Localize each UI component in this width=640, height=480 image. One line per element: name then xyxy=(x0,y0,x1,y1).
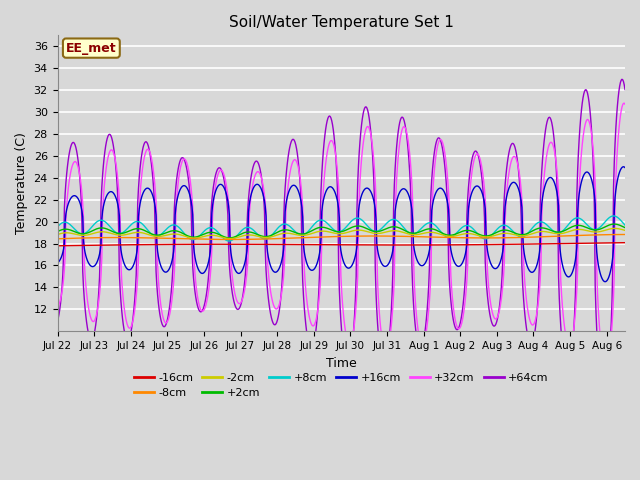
-16cm xyxy=(461,242,468,248)
+8cm xyxy=(296,232,304,238)
-2cm xyxy=(56,231,63,237)
-8cm xyxy=(476,235,483,241)
Line: -8cm: -8cm xyxy=(58,235,625,240)
+32cm xyxy=(296,172,303,178)
X-axis label: Time: Time xyxy=(326,357,356,370)
+2cm xyxy=(54,228,61,234)
-2cm xyxy=(54,232,61,238)
+64cm xyxy=(600,392,607,397)
+2cm xyxy=(56,228,63,233)
+16cm xyxy=(620,164,627,169)
Legend: -16cm, -8cm, -2cm, +2cm, +8cm, +16cm, +32cm, +64cm: -16cm, -8cm, -2cm, +2cm, +8cm, +16cm, +3… xyxy=(129,368,553,403)
Line: +16cm: +16cm xyxy=(58,167,625,282)
Line: +64cm: +64cm xyxy=(58,79,625,395)
-2cm xyxy=(227,236,234,241)
+64cm xyxy=(133,242,141,248)
+2cm xyxy=(318,224,326,230)
+2cm xyxy=(225,235,233,241)
+2cm xyxy=(621,225,629,230)
+8cm xyxy=(610,213,618,219)
+16cm xyxy=(461,254,468,260)
+64cm xyxy=(474,153,482,159)
-8cm xyxy=(133,235,141,240)
-2cm xyxy=(476,233,483,239)
+16cm xyxy=(133,248,141,254)
-16cm xyxy=(56,243,63,249)
+8cm xyxy=(225,238,233,244)
Line: +2cm: +2cm xyxy=(58,224,625,238)
Y-axis label: Temperature (C): Temperature (C) xyxy=(15,132,28,234)
+64cm xyxy=(317,187,325,193)
Line: +8cm: +8cm xyxy=(58,216,625,241)
-16cm xyxy=(621,240,629,246)
-8cm xyxy=(621,232,629,238)
Line: +32cm: +32cm xyxy=(58,103,625,367)
+16cm xyxy=(56,257,63,263)
-16cm xyxy=(317,242,325,248)
+8cm xyxy=(461,223,469,228)
+64cm xyxy=(621,87,629,93)
+2cm xyxy=(133,226,141,231)
-8cm xyxy=(318,234,326,240)
-2cm xyxy=(621,228,629,233)
+32cm xyxy=(602,364,610,370)
+2cm xyxy=(611,221,618,227)
+64cm xyxy=(56,306,63,312)
+2cm xyxy=(461,228,469,233)
Line: -16cm: -16cm xyxy=(58,243,625,246)
-8cm xyxy=(54,236,61,242)
Line: -2cm: -2cm xyxy=(58,228,625,239)
-8cm xyxy=(461,235,469,240)
+32cm xyxy=(621,101,629,107)
-2cm xyxy=(461,231,469,237)
+16cm xyxy=(54,260,61,265)
+32cm xyxy=(317,269,325,275)
-2cm xyxy=(133,229,141,235)
-2cm xyxy=(611,226,619,231)
+64cm xyxy=(54,318,61,324)
+64cm xyxy=(461,286,468,291)
-8cm xyxy=(227,237,234,242)
-16cm xyxy=(133,242,141,248)
+32cm xyxy=(133,285,141,290)
+8cm xyxy=(318,217,326,223)
+64cm xyxy=(296,174,303,180)
+16cm xyxy=(621,165,629,170)
+8cm xyxy=(54,224,61,230)
+16cm xyxy=(296,192,303,198)
Text: EE_met: EE_met xyxy=(66,42,116,55)
+8cm xyxy=(476,233,483,239)
Title: Soil/Water Temperature Set 1: Soil/Water Temperature Set 1 xyxy=(229,15,454,30)
-16cm xyxy=(54,243,61,249)
+16cm xyxy=(317,236,325,241)
+16cm xyxy=(474,183,482,189)
-8cm xyxy=(56,236,63,241)
-16cm xyxy=(474,242,482,248)
+32cm xyxy=(461,303,468,309)
+8cm xyxy=(621,222,629,228)
+32cm xyxy=(474,152,482,157)
+2cm xyxy=(296,231,304,237)
+32cm xyxy=(56,299,63,305)
+32cm xyxy=(620,100,628,106)
+16cm xyxy=(602,279,609,285)
-8cm xyxy=(296,235,304,240)
-16cm xyxy=(296,241,303,247)
-2cm xyxy=(318,228,326,234)
+8cm xyxy=(56,222,63,228)
+8cm xyxy=(133,218,141,224)
+32cm xyxy=(54,303,61,309)
+64cm xyxy=(618,76,626,82)
+2cm xyxy=(476,231,483,237)
-2cm xyxy=(296,232,304,238)
